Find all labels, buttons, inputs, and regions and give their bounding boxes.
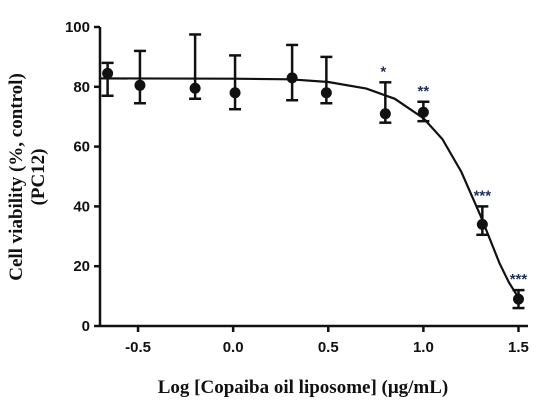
significance-label: * <box>380 63 386 80</box>
significance-label: *** <box>510 271 528 288</box>
x-tick-label: 1.0 <box>413 339 434 356</box>
y-tick-label: 20 <box>73 258 90 275</box>
x-tick-label: 0.5 <box>318 339 339 356</box>
y-tick-label: 80 <box>73 79 90 96</box>
data-point <box>379 108 391 120</box>
data-point <box>512 293 524 305</box>
x-tick-label: 0.0 <box>223 339 244 356</box>
y-tick-label: 0 <box>82 318 90 335</box>
significance-label: ** <box>418 83 430 100</box>
fit-curve-layer <box>99 77 520 299</box>
data-point <box>476 218 488 230</box>
x-tick-label: 1.5 <box>508 339 529 356</box>
y-tick-label: 60 <box>73 139 90 156</box>
data-point <box>102 67 114 79</box>
y-tick-label: 100 <box>65 19 90 36</box>
data-point <box>229 87 241 99</box>
significance-label: *** <box>474 187 492 204</box>
data-point <box>417 106 429 118</box>
y-tick-label: 40 <box>73 198 90 215</box>
y-axis-title-line1: Cell viability (%, control) <box>6 73 27 281</box>
data-point <box>286 72 298 84</box>
x-axis-title: Log [Copaiba oil liposome] (μg/mL) <box>158 377 449 398</box>
points-layer: ********* <box>101 33 528 310</box>
ticks: 0 20 40 60 80 100 -0.5 0.0 0.5 1.0 1.5 <box>65 19 529 356</box>
data-point <box>189 82 201 94</box>
fit-curve <box>99 77 520 299</box>
data-point <box>134 79 146 91</box>
x-tick-label: -0.5 <box>125 339 151 356</box>
data-point <box>320 87 332 99</box>
axes <box>98 27 528 328</box>
y-axis-title-line2: (PC12) <box>28 149 49 206</box>
